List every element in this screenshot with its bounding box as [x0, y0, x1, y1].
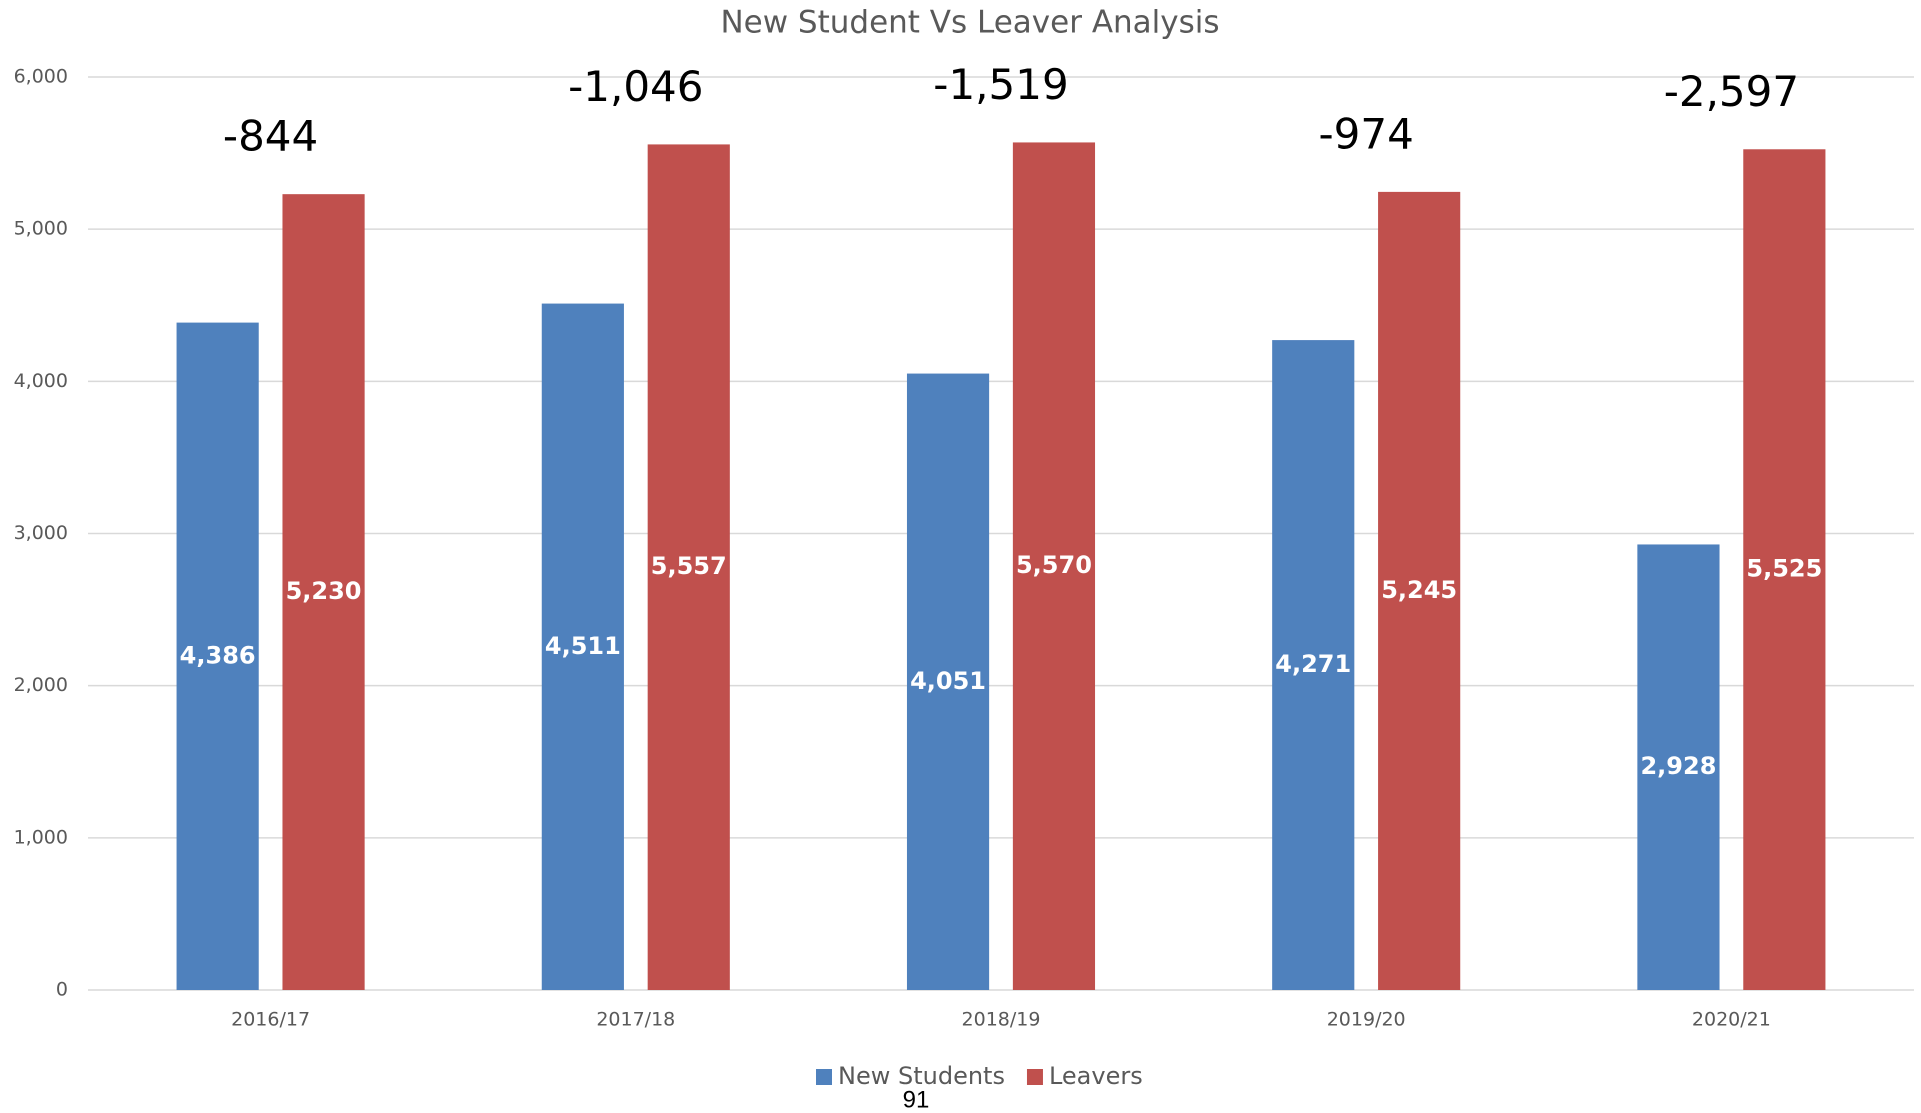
y-tick-label: 4,000 — [14, 370, 68, 392]
y-tick-label: 2,000 — [14, 674, 68, 696]
annotation: -2,597 — [1664, 67, 1799, 116]
bar — [647, 144, 730, 990]
x-tick-label: 2017/18 — [596, 1009, 675, 1031]
value-label: 4,511 — [545, 632, 621, 660]
legend-label: Leavers — [1049, 1062, 1143, 1090]
chart-title: New Student Vs Leaver Analysis — [720, 5, 1219, 41]
x-tick-label: 2020/21 — [1692, 1009, 1771, 1031]
value-label: 5,570 — [1016, 551, 1092, 579]
legend-label: New Students — [838, 1062, 1005, 1090]
x-tick-label: 2016/17 — [231, 1009, 310, 1031]
legend-swatch — [816, 1069, 832, 1085]
y-tick-label: 1,000 — [14, 826, 68, 848]
page-number: 91 — [903, 1086, 930, 1113]
annotation: -974 — [1319, 109, 1414, 158]
annotation: -1,046 — [568, 62, 703, 111]
value-label: 4,051 — [910, 667, 986, 695]
bar — [282, 194, 365, 990]
annotation: -844 — [223, 112, 318, 161]
value-label: 5,245 — [1381, 576, 1457, 604]
y-tick-label: 3,000 — [14, 522, 68, 544]
value-label: 5,525 — [1746, 555, 1822, 583]
y-tick-label: 0 — [56, 979, 68, 1001]
value-label: 4,271 — [1275, 650, 1351, 678]
bar — [1743, 149, 1826, 990]
legend-swatch — [1026, 1069, 1043, 1085]
y-tick-label: 5,000 — [14, 218, 68, 240]
value-label: 2,928 — [1640, 752, 1716, 780]
bar — [906, 373, 990, 990]
bar — [1012, 142, 1096, 991]
bar — [1378, 191, 1461, 990]
bar — [1637, 544, 1720, 990]
y-tick-label: 6,000 — [14, 66, 68, 88]
bar — [541, 303, 624, 990]
x-tick-label: 2018/19 — [962, 1009, 1041, 1031]
x-tick-label: 2019/20 — [1327, 1009, 1406, 1031]
value-label: 5,557 — [651, 552, 727, 580]
value-label: 5,230 — [286, 577, 362, 605]
bar — [1272, 340, 1355, 990]
annotation: -1,519 — [933, 60, 1068, 109]
value-label: 4,386 — [180, 641, 256, 669]
bar — [176, 322, 259, 990]
